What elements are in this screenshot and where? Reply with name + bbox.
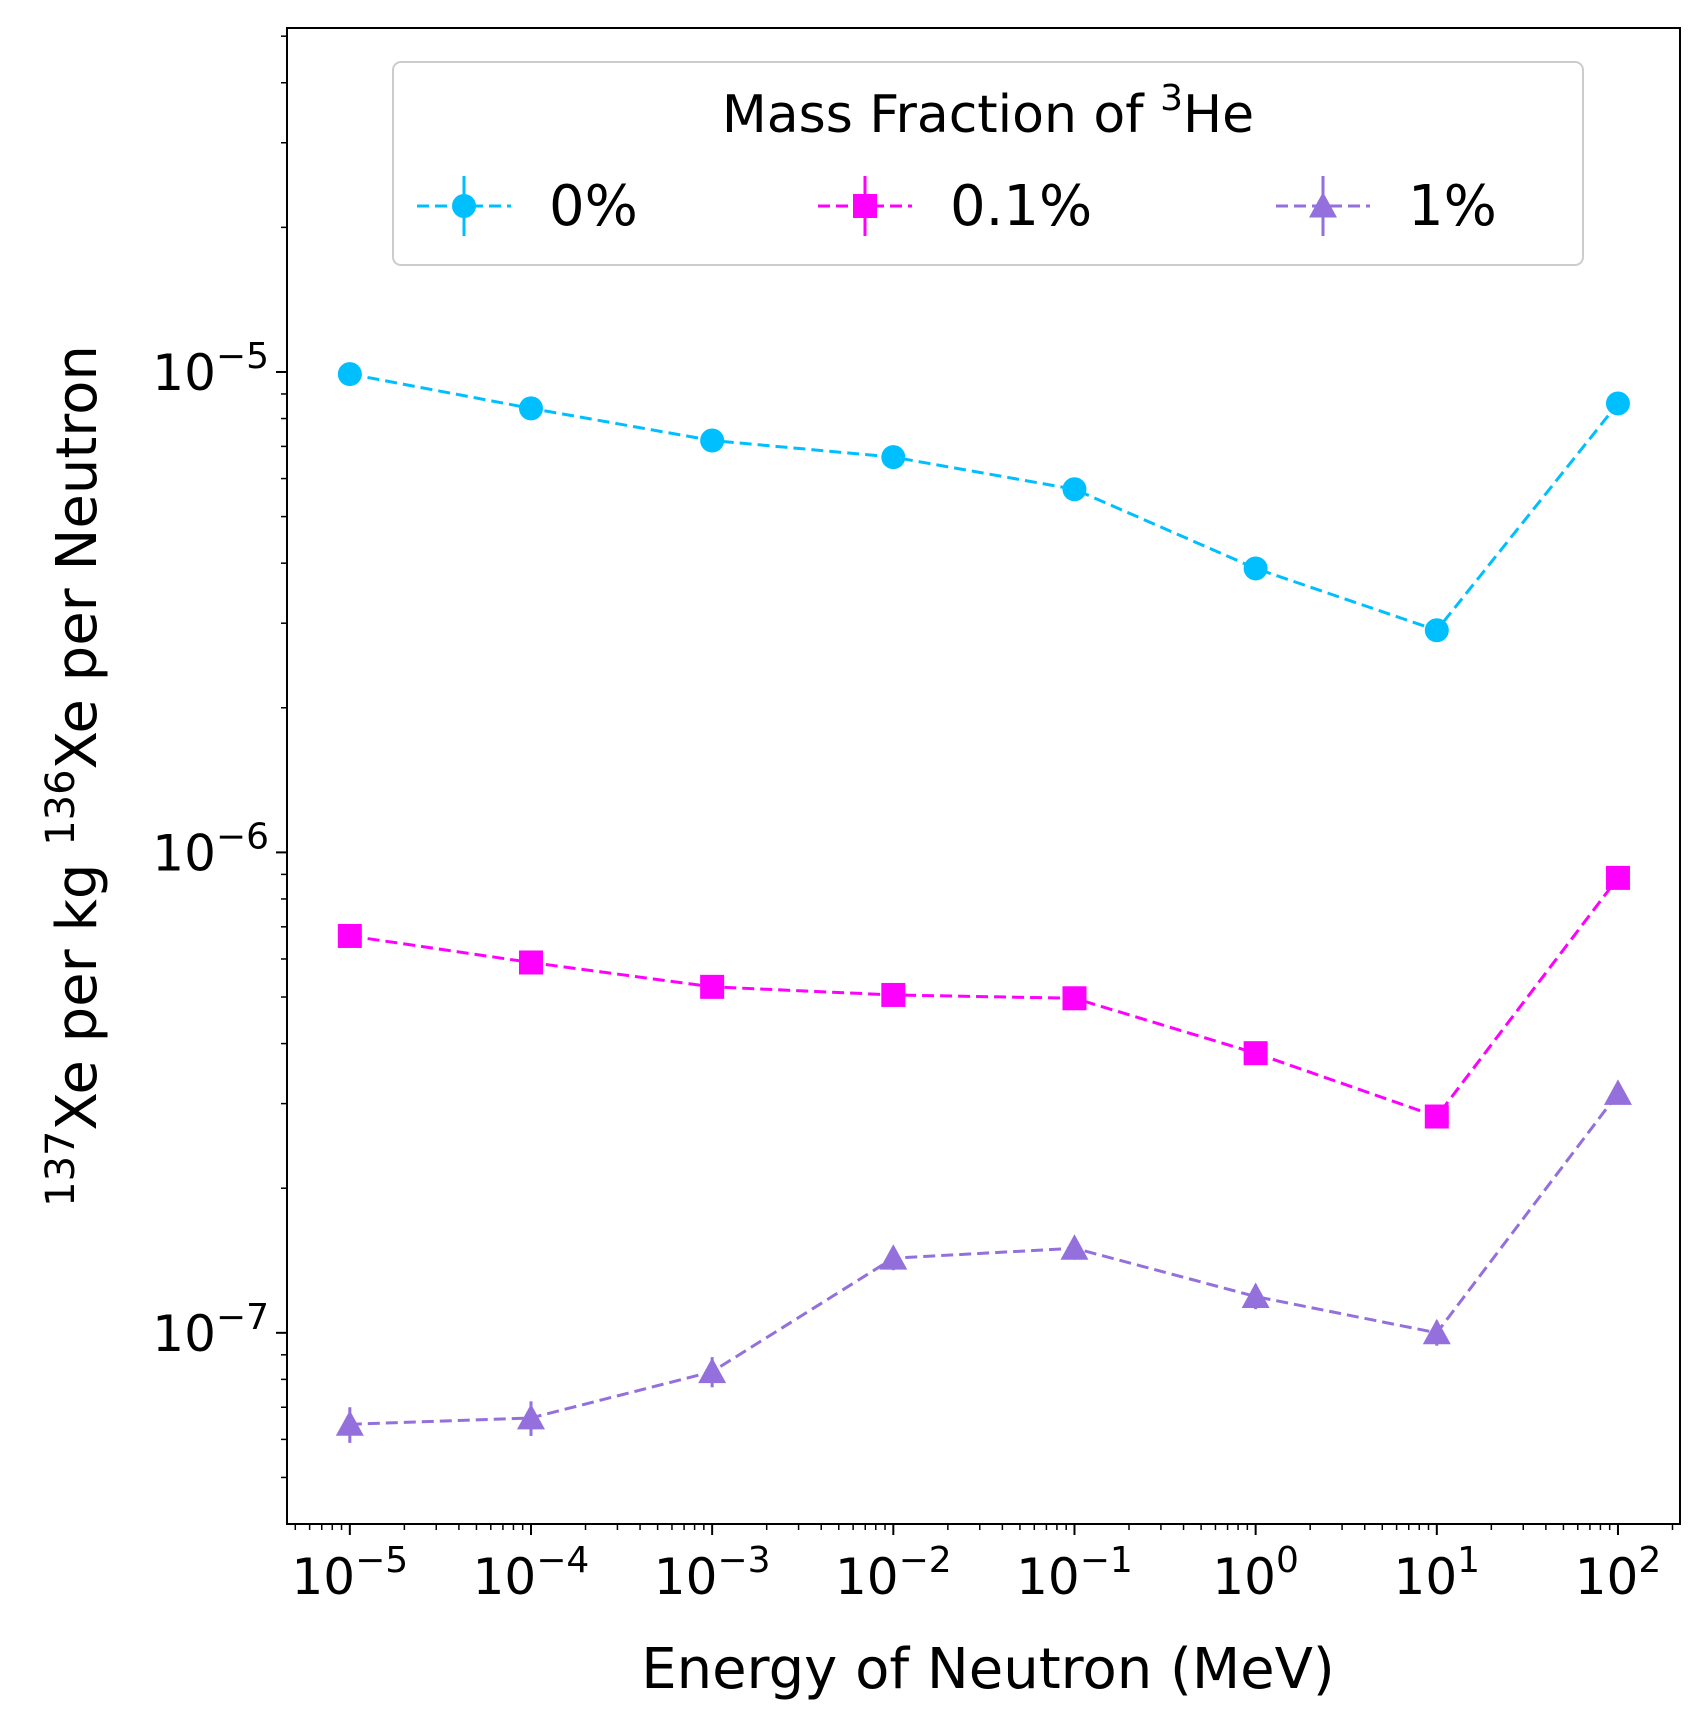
x-tick-label: 101 <box>1394 1540 1481 1606</box>
series-line <box>349 876 1620 1119</box>
data-point <box>518 396 543 421</box>
data-point <box>700 428 725 453</box>
data-point <box>1243 556 1268 581</box>
series-line <box>349 1092 1620 1426</box>
legend: Mass Fraction of 3He 0% 0.1% 1% <box>392 61 1584 266</box>
data-point <box>1062 477 1087 502</box>
data-point <box>881 445 906 470</box>
legend-entry-0: 0% <box>417 174 638 239</box>
x-tick-label: 102 <box>1575 1540 1662 1606</box>
data-point <box>1243 1041 1268 1066</box>
data-point <box>337 362 362 387</box>
y-major-ticks: 10−5 10−6 10−7 <box>152 336 287 1363</box>
y-tick-label: 10−6 <box>152 816 269 882</box>
legend-title: Mass Fraction of 3He <box>722 78 1254 145</box>
series-2 <box>335 1079 1632 1443</box>
legend-marker <box>452 194 476 218</box>
x-tick-label: 100 <box>1212 1540 1299 1606</box>
data-point <box>881 982 906 1007</box>
x-axis-label: Energy of Neutron (MeV) <box>641 1637 1335 1702</box>
data-point <box>1062 986 1087 1011</box>
series-layer <box>335 362 1632 1443</box>
y-tick-label: 10−7 <box>152 1297 269 1363</box>
series-1 <box>337 865 1630 1129</box>
x-tick-label: 10−3 <box>654 1540 771 1606</box>
data-point <box>1241 1282 1270 1309</box>
data-point <box>1603 1079 1632 1105</box>
data-point <box>1422 1318 1451 1345</box>
data-point <box>518 950 543 975</box>
series-0 <box>337 362 1630 643</box>
x-tick-label: 10−4 <box>473 1540 590 1606</box>
legend-entry-1: 0.1% <box>818 174 1092 239</box>
legend-label: 0.1% <box>950 174 1092 239</box>
legend-label: 1% <box>1408 174 1497 239</box>
data-point <box>1605 391 1630 416</box>
legend-label: 0% <box>549 174 638 239</box>
data-point <box>516 1403 545 1430</box>
x-tick-label: 10−1 <box>1016 1540 1133 1606</box>
data-point <box>1424 1104 1449 1129</box>
data-point <box>879 1244 908 1270</box>
plot-frame <box>286 27 1681 1525</box>
x-tick-label: 10−2 <box>835 1540 952 1606</box>
x-tick-label: 10−5 <box>291 1540 408 1606</box>
data-point <box>335 1410 364 1436</box>
legend-box <box>392 61 1584 266</box>
legend-marker <box>853 194 877 218</box>
x-major-ticks: 10−5 10−4 10−3 10−2 10−1 100 101 102 <box>291 1524 1661 1606</box>
data-point <box>337 923 362 948</box>
data-point <box>1060 1234 1089 1260</box>
series-line <box>349 372 1620 633</box>
legend-entry-2: 1% <box>1276 174 1497 239</box>
y-axis-label: 137Xe per kg 136Xe per Neutron <box>38 345 110 1207</box>
legend-marker <box>1309 192 1337 218</box>
data-point <box>698 1357 727 1384</box>
data-point <box>1605 865 1630 890</box>
data-point <box>700 974 725 999</box>
data-point <box>1424 618 1449 643</box>
y-tick-label: 10−5 <box>152 336 269 402</box>
